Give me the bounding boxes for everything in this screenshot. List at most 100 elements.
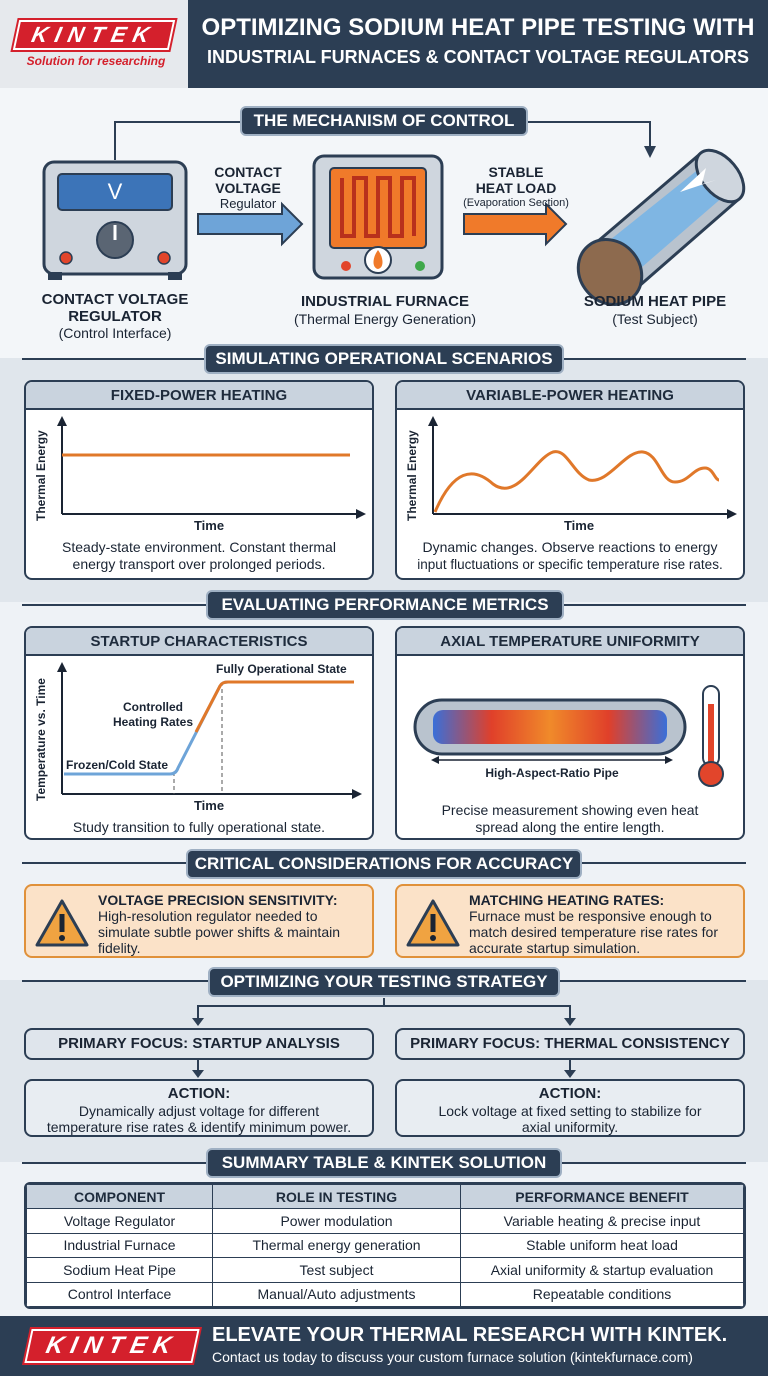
matching-rates-box: MATCHING HEATING RATES: Furnace must be … [395,884,745,958]
section-title-metrics: EVALUATING PERFORMANCE METRICS [206,590,564,620]
table-cell: Stable uniform heat load [460,1232,744,1258]
axial-pipe-label: High-Aspect-Ratio Pipe [485,766,619,780]
furnace-sub: (Thermal Energy Generation) [293,311,477,327]
variable-power-card: VARIABLE-POWER HEATING Thermal Energy Ti… [395,380,745,580]
voltage-precision-box: VOLTAGE PRECISION SENSITIVITY: High-reso… [24,884,374,958]
section-title-summary: SUMMARY TABLE & KINTEK SOLUTION [206,1148,562,1178]
table-cell: Axial uniformity & startup evaluation [460,1257,744,1283]
footer-contact-link[interactable]: Contact us today to discuss your custom … [212,1349,693,1365]
column-header: ROLE IN TESTING [212,1184,461,1209]
table-cell: Power modulation [212,1208,461,1234]
startup-label-controlled-2: Heating Rates [112,715,194,729]
warning-icon [35,899,89,947]
page-title-line2: INDUSTRIAL FURNACES & CONTACT VOLTAGE RE… [207,47,749,67]
table-cell: Sodium Heat Pipe [26,1257,213,1283]
table-row: Voltage Regulator Power modulation Varia… [26,1208,744,1234]
summary-table: COMPONENT ROLE IN TESTING PERFORMANCE BE… [24,1182,746,1309]
matching-rates-text-1: Furnace must be responsive enough to [469,908,712,924]
regulator-label-2: REGULATOR [68,308,162,325]
arrow2-label-1: STABLE [488,164,544,180]
voltage-precision-text-1: High-resolution regulator needed to [98,908,318,924]
regulator-label-1: CONTACT VOLTAGE [41,291,189,308]
strategy-connectors [192,998,576,1026]
table-cell: Thermal energy generation [212,1232,461,1258]
voltage-precision-title: VOLTAGE PRECISION SENSITIVITY: [98,892,338,908]
axial-caption-1: Precise measurement showing even heat [441,802,699,818]
voltage-precision-text-3: fidelity. [98,940,141,956]
fixed-caption-2: energy transport over prolonged periods. [72,556,326,572]
table-cell: Manual/Auto adjustments [212,1281,461,1307]
pipe-sub: (Test Subject) [612,311,698,327]
table-row: Sodium Heat Pipe Test subject Axial unif… [26,1257,744,1283]
furnace-icon [312,154,444,280]
action-startup-text-2: temperature rise rates & identify minimu… [46,1119,352,1135]
arrow1-label-1: CONTACT [214,164,282,180]
arrow1-sub: Regulator [219,196,277,211]
column-header: PERFORMANCE BENEFIT [460,1184,744,1209]
startup-ylabel: Temperature vs. Time [34,678,48,802]
header-logo-panel: KINTEK Solution for researching [0,0,188,88]
variable-caption-2: input fluctuations or specific temperatu… [417,557,723,572]
matching-rates-title: MATCHING HEATING RATES: [469,892,665,908]
arrow2-label-2: HEAT LOAD [475,180,557,196]
variable-ylabel: Thermal Energy [405,430,419,522]
startup-label-full: Fully Operational State [216,662,347,676]
focus-thermal: PRIMARY FOCUS: THERMAL CONSISTENCY [395,1028,745,1060]
section-title-mechanism: THE MECHANISM OF CONTROL [240,106,528,136]
action-thermal-box: ACTION: Lock voltage at fixed setting to… [395,1079,745,1137]
startup-xlabel: Time [193,798,225,813]
strategy-arrows [192,1060,576,1078]
page-title-line1: OPTIMIZING SODIUM HEAT PIPE TESTING WITH [201,14,755,41]
startup-card: STARTUP CHARACTERISTICS Temperature vs. … [24,626,374,840]
table-cell: Industrial Furnace [26,1232,213,1258]
fixed-power-chart [57,416,366,519]
action-startup-title: ACTION: [167,1085,231,1102]
section-title-strategy: OPTIMIZING YOUR TESTING STRATEGY [208,967,560,997]
table-header-row: COMPONENT ROLE IN TESTING PERFORMANCE BE… [26,1184,744,1209]
startup-caption: Study transition to fully operational st… [72,819,326,835]
fixed-ylabel: Thermal Energy [34,430,48,522]
table-cell: Voltage Regulator [26,1208,213,1234]
arrow1-label-2: VOLTAGE [215,180,281,196]
heat-pipe-icon [576,148,746,306]
arrow-right-icon [463,201,568,247]
table-row: Control Interface Manual/Auto adjustment… [26,1281,744,1307]
section-title-scenarios: SIMULATING OPERATIONAL SCENARIOS [204,344,564,374]
action-startup-text-1: Dynamically adjust voltage for different [78,1103,320,1119]
regulator-sub: (Control Interface) [58,325,172,341]
thermometer-icon [698,685,724,787]
warning-icon [406,899,460,947]
axial-diagram [413,685,724,787]
voltage-regulator-icon [42,160,188,280]
fixed-power-card: FIXED-POWER HEATING Thermal Energy Time … [24,380,374,580]
matching-rates-text-2: match desired temperature rise rates for [469,924,718,940]
mechanism-diagram [42,121,746,306]
startup-title: STARTUP CHARACTERISTICS [26,628,372,656]
footer-headline: ELEVATE YOUR THERMAL RESEARCH WITH KINTE… [212,1324,728,1346]
axial-caption-2: spread along the entire length. [475,819,665,835]
table-cell: Repeatable conditions [460,1281,744,1307]
table-cell: Variable heating & precise input [460,1208,744,1234]
kintek-logo[interactable]: KINTEK [12,20,176,50]
voltage-precision-text-2: simulate subtle power shifts & maintain [98,924,340,940]
variable-power-chart [428,416,737,519]
startup-chart [57,662,362,799]
footer-kintek-logo[interactable]: KINTEK [24,1329,200,1363]
axial-card: AXIAL TEMPERATURE UNIFORMITY High-Aspect… [395,626,745,840]
matching-rates-text-3: accurate startup simulation. [469,940,641,956]
column-header: COMPONENT [26,1184,213,1209]
pipe-label: SODIUM HEAT PIPE [583,293,727,310]
action-startup-box: ACTION: Dynamically adjust voltage for d… [24,1079,374,1137]
variable-caption-1: Dynamic changes. Observe reactions to en… [422,539,718,555]
section-title-considerations: CRITICAL CONSIDERATIONS FOR ACCURACY [186,849,582,879]
action-thermal-text-1: Lock voltage at fixed setting to stabili… [438,1103,702,1119]
table-cell: Control Interface [26,1281,213,1307]
variable-xlabel: Time [563,518,595,533]
arrow2-sub: (Evaporation Section) [463,197,569,209]
fixed-xlabel: Time [193,518,225,533]
footer-bar: KINTEK ELEVATE YOUR THERMAL RESEARCH WIT… [0,1316,768,1376]
variable-power-title: VARIABLE-POWER HEATING [397,382,743,410]
table-row: Industrial Furnace Thermal energy genera… [26,1232,744,1258]
startup-label-controlled-1: Controlled [123,700,183,714]
furnace-label: INDUSTRIAL FURNACE [300,293,470,310]
